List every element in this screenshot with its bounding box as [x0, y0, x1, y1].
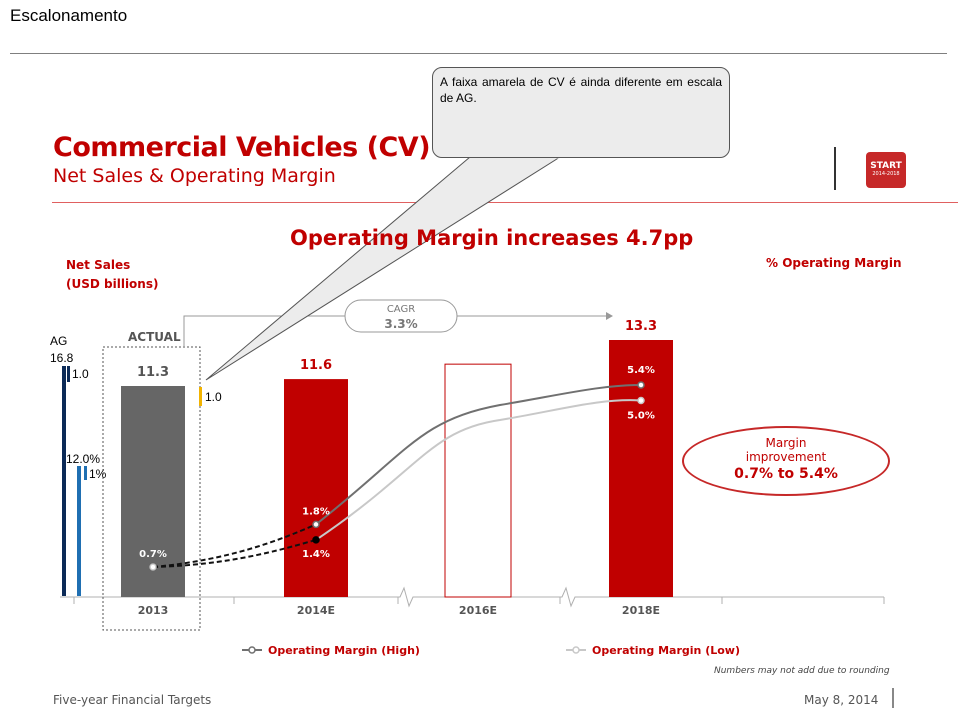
start-logo-text: START — [870, 161, 902, 171]
margin-point-label: 5.4% — [627, 365, 655, 376]
start-logo-subtext: 2014-2018 — [872, 171, 900, 177]
slide-title: Escalonamento — [10, 6, 128, 25]
header-divider — [52, 202, 958, 203]
ag-scale-percent-tick: 1% — [89, 467, 107, 481]
bar-value-label: 11.6 — [300, 358, 332, 373]
bar — [121, 386, 185, 597]
margin-high-line — [315, 384, 642, 526]
cv-band-label: 1.0 — [205, 390, 222, 404]
ag-scale-percent: 12.0% — [66, 452, 101, 466]
left-axis-title-line2: (USD billions) — [66, 277, 159, 291]
margin-callout-value: 0.7% to 5.4% — [734, 466, 838, 482]
margin-high-point — [637, 381, 645, 389]
footer-left-text: Five-year Financial Targets — [53, 693, 212, 707]
x-tick-label: 2013 — [138, 604, 169, 617]
actual-label: ACTUAL — [128, 330, 181, 344]
cv-yellow-band — [199, 387, 202, 406]
right-axis-title: % Operating Margin — [766, 256, 902, 270]
margin-low-dashed — [152, 538, 317, 568]
left-axis-title-line1: Net Sales — [66, 258, 131, 272]
bar-value-label: 13.3 — [625, 319, 657, 334]
footer-date: May 8, 2014 — [804, 693, 879, 707]
chart-main-title: Commercial Vehicles (CV) — [53, 132, 431, 163]
bar — [284, 379, 348, 597]
ag-scale-bar — [62, 366, 66, 596]
x-tick-label: 2014E — [297, 604, 335, 617]
legend-low-marker — [572, 646, 580, 654]
ag-scale-percent-bar — [77, 466, 81, 596]
footnote: Numbers may not add due to rounding — [714, 666, 890, 676]
speech-callout: A faixa amarela de CV é ainda diferente … — [432, 67, 730, 158]
bar-empty — [444, 363, 512, 598]
chart-subtitle: Net Sales & Operating Margin — [53, 165, 336, 187]
margin-improvement-callout: Margin improvement 0.7% to 5.4% — [682, 426, 890, 496]
left-axis-title: Net Sales (USD billions) — [66, 256, 158, 294]
cagr-value: 3.3% — [384, 317, 417, 331]
title-divider — [10, 53, 947, 54]
chart-title: Operating Margin increases 4.7pp — [290, 226, 694, 250]
legend-high-marker — [248, 646, 256, 654]
cagr-arrow — [183, 312, 613, 346]
x-tick-label: 2016E — [459, 604, 497, 617]
margin-low-point — [149, 563, 157, 571]
margin-high-dashed — [152, 523, 317, 568]
cagr-label: CAGR — [387, 304, 415, 315]
bar-value-label: 11.3 — [137, 365, 169, 380]
ag-scale-tick: 1.0 — [72, 367, 89, 381]
footer-bar — [892, 688, 894, 708]
margin-low-point — [637, 396, 645, 405]
margin-callout-line2: improvement — [745, 450, 827, 464]
margin-point-label: 1.8% — [302, 506, 330, 517]
ag-scale-value: 16.8 — [50, 351, 74, 365]
chart-plot-area: 11.3 11.6 13.3 2013 2014E 2016E 2018E CAGR 3.3% 0… — [60, 155, 885, 657]
header-vertical-bar — [834, 147, 836, 190]
margin-low-line — [315, 399, 642, 541]
actual-period-box — [102, 346, 201, 631]
margin-point-label: 5.0% — [627, 410, 655, 421]
margin-low-point — [312, 536, 320, 544]
ag-scale-tick-bar — [67, 366, 70, 382]
margin-callout-line1: Margin — [765, 436, 807, 450]
ag-scale-percent-tick-bar — [84, 466, 87, 480]
margin-high-point — [312, 520, 320, 529]
start-logo: START 2014-2018 — [866, 152, 906, 188]
margin-point-label: 1.4% — [302, 549, 330, 560]
margin-point-label: 0.7% — [139, 549, 167, 560]
legend-high-label: Operating Margin (High) — [268, 644, 420, 657]
speech-callout-tail — [205, 156, 562, 381]
cagr-pill — [344, 299, 458, 333]
x-tick-label: 2018E — [622, 604, 660, 617]
bar — [609, 340, 673, 597]
legend-low-label: Operating Margin (Low) — [592, 644, 740, 657]
ag-scale-title: AG — [50, 334, 68, 348]
